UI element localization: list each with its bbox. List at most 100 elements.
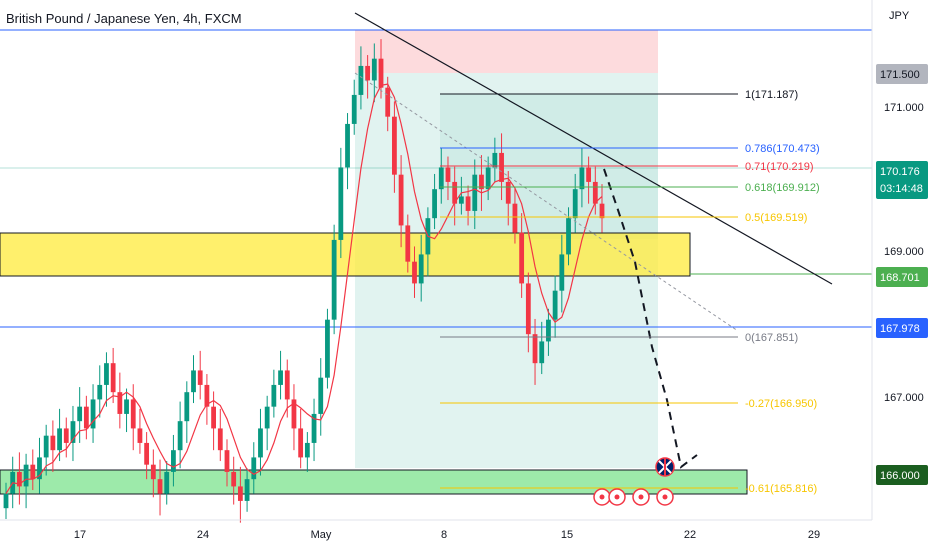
candle [104, 352, 109, 407]
fib-level-label: 1(171.187) [745, 89, 798, 101]
candle [539, 321, 545, 375]
time-tick: 24 [197, 529, 209, 541]
symbol-title: British Pound / Japanese Yen, 4h, FXCM [6, 11, 242, 26]
candle [485, 156, 491, 201]
candle [345, 113, 350, 190]
price-tick: 171.000 [884, 102, 924, 114]
time-tick: 22 [684, 529, 696, 541]
candle [3, 482, 9, 520]
candle [438, 147, 444, 204]
event-icon[interactable] [656, 488, 674, 506]
candle [37, 437, 42, 494]
candle [83, 395, 89, 440]
candle [110, 347, 116, 404]
candle [392, 101, 397, 193]
fib-level[interactable]: 0.71(170.219) [440, 161, 814, 173]
candle [30, 449, 36, 491]
candle [358, 46, 364, 110]
candle [291, 384, 297, 451]
candle [546, 308, 551, 356]
candle [385, 76, 391, 132]
fib-level-label: 0.5(169.519) [745, 212, 807, 224]
time-tick: May [311, 529, 332, 541]
candle [23, 453, 29, 509]
candle [204, 374, 210, 425]
price-badge: 171.500 [876, 64, 928, 84]
dotted-trendline [354, 72, 739, 332]
price-badge: 166.000 [876, 465, 928, 485]
gb-flag-icon[interactable] [655, 457, 675, 477]
time-tick: 29 [808, 529, 820, 541]
event-icon[interactable] [593, 488, 611, 506]
candle [512, 188, 518, 244]
candle [311, 398, 317, 462]
candle [458, 176, 464, 215]
candle [157, 459, 163, 516]
projected-path [603, 168, 698, 469]
countdown-label: 03:14:48 [880, 183, 923, 195]
fib-level[interactable]: -0.61(165.816) [440, 483, 817, 495]
candle [519, 213, 525, 298]
candle [552, 275, 558, 338]
candle [532, 318, 538, 385]
candle [418, 234, 424, 302]
candle [592, 166, 598, 215]
stop-zone [355, 30, 658, 73]
candle [579, 147, 585, 208]
moving-average-line [5, 83, 603, 495]
candle [197, 350, 203, 400]
fib-level[interactable]: 0(167.851) [440, 332, 798, 344]
candle [445, 156, 451, 201]
fib-level[interactable]: 0.5(169.519) [440, 212, 807, 224]
fib-level-label: -0.61(165.816) [745, 483, 817, 495]
candle [231, 456, 237, 505]
candle [16, 452, 22, 505]
candle [599, 184, 605, 233]
candle [365, 55, 371, 99]
candle [77, 387, 83, 443]
price-badge: 167.978 [876, 318, 928, 338]
candle [505, 171, 511, 226]
candle [338, 147, 344, 259]
candle [412, 246, 417, 298]
candle [224, 439, 230, 487]
candle [258, 408, 263, 476]
candle [264, 395, 270, 451]
candle [184, 381, 190, 443]
candle [559, 234, 565, 313]
price-badge-label: 168.701 [880, 272, 920, 284]
fib-level[interactable]: 0.786(170.473) [440, 143, 820, 155]
time-tick: 17 [74, 529, 86, 541]
candle [50, 420, 56, 472]
candle [164, 461, 170, 505]
candle [398, 155, 404, 248]
price-tick: 169.000 [884, 246, 924, 258]
price-badge-label: 166.000 [880, 470, 920, 482]
candle [318, 358, 324, 436]
event-icon[interactable] [632, 488, 650, 506]
currency-label: JPY [889, 10, 910, 22]
candle [271, 369, 277, 418]
candle [492, 137, 498, 182]
fib-level[interactable]: 1(171.187) [440, 89, 798, 101]
candle [331, 224, 337, 335]
candle [432, 173, 437, 230]
candle [90, 384, 96, 443]
candle [251, 442, 257, 494]
time-tick: 8 [441, 529, 447, 541]
fib-level[interactable]: 0.618(169.912) [440, 182, 820, 194]
candle [117, 372, 123, 429]
candle [124, 388, 129, 433]
candle [378, 39, 384, 99]
price-badge-label: 167.978 [880, 323, 920, 335]
event-icon[interactable] [608, 488, 626, 506]
candle [70, 405, 76, 462]
fib-level[interactable]: -0.27(166.950) [440, 398, 817, 410]
fib-level-label: 0(167.851) [745, 332, 798, 344]
candle [63, 417, 69, 458]
candle [171, 434, 176, 487]
price-badge-label: 170.176 [880, 166, 920, 178]
candle [137, 408, 143, 454]
